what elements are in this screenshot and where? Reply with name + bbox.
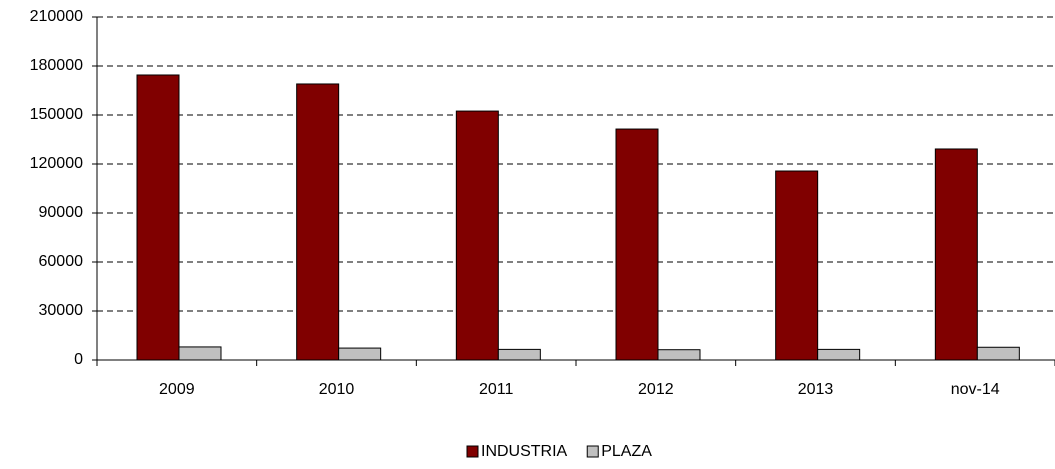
- y-tick-label: 210000: [30, 8, 83, 25]
- x-tick-label: 2012: [638, 381, 674, 398]
- bar: [615, 128, 659, 361]
- bar: [455, 110, 499, 361]
- y-tick-label: 60000: [39, 253, 84, 270]
- x-tick-label: 2013: [798, 381, 834, 398]
- bar: [136, 74, 180, 361]
- bar: [934, 148, 978, 361]
- legend-swatch: [466, 445, 479, 458]
- x-tick-label: 2010: [319, 381, 355, 398]
- bar: [497, 348, 541, 361]
- bar: [775, 170, 819, 361]
- bar: [657, 349, 701, 361]
- legend-label: INDUSTRIA: [481, 443, 568, 460]
- bar: [178, 346, 222, 361]
- x-tick-label: nov-14: [951, 381, 1000, 398]
- bar: [817, 348, 861, 361]
- x-tick-label: 2009: [159, 381, 195, 398]
- bar: [338, 347, 382, 361]
- y-tick-label: 120000: [30, 155, 83, 172]
- bar: [976, 346, 1020, 361]
- bar: [296, 83, 340, 361]
- legend-label: PLAZA: [601, 443, 652, 460]
- y-tick-label: 90000: [39, 204, 84, 221]
- x-tick-label: 2011: [479, 381, 514, 398]
- legend-swatch: [586, 445, 599, 458]
- y-tick-label: 0: [74, 351, 83, 368]
- y-tick-label: 150000: [30, 106, 83, 123]
- y-tick-label: 180000: [30, 57, 83, 74]
- y-tick-label: 30000: [39, 302, 84, 319]
